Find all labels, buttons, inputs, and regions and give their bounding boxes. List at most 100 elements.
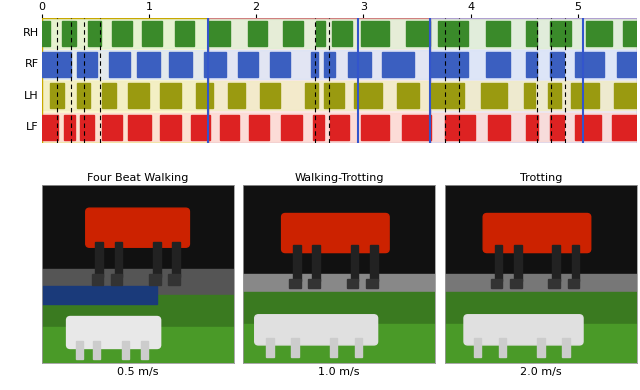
Bar bbox=[172, 242, 180, 277]
Bar bbox=[438, 21, 468, 46]
Bar bbox=[550, 52, 564, 77]
Bar bbox=[445, 274, 637, 301]
Bar bbox=[50, 83, 64, 108]
Bar bbox=[143, 21, 162, 46]
Bar bbox=[102, 83, 116, 108]
Bar bbox=[243, 324, 435, 363]
Bar bbox=[42, 82, 637, 110]
Bar bbox=[524, 83, 535, 108]
Bar bbox=[42, 327, 234, 363]
Bar bbox=[42, 113, 637, 142]
Title: Walking-Trotting: Walking-Trotting bbox=[294, 173, 384, 183]
Bar bbox=[42, 269, 234, 295]
Bar bbox=[260, 83, 280, 108]
Bar bbox=[313, 115, 324, 140]
Bar bbox=[330, 338, 337, 357]
Bar bbox=[568, 279, 579, 288]
Bar bbox=[431, 83, 464, 108]
X-axis label: 0.5 m/s: 0.5 m/s bbox=[117, 367, 158, 377]
Bar bbox=[499, 338, 506, 357]
Bar bbox=[243, 274, 435, 301]
Bar bbox=[491, 279, 502, 288]
Title: Four Beat Walking: Four Beat Walking bbox=[87, 173, 188, 183]
Bar bbox=[330, 115, 349, 140]
Bar bbox=[406, 21, 430, 46]
Bar bbox=[575, 115, 602, 140]
Bar bbox=[308, 279, 320, 288]
Bar bbox=[238, 52, 258, 77]
X-axis label: 2.0 m/s: 2.0 m/s bbox=[520, 367, 562, 377]
Bar bbox=[141, 341, 148, 359]
Bar bbox=[445, 292, 637, 363]
Bar bbox=[248, 21, 267, 46]
Bar bbox=[510, 279, 522, 288]
Bar bbox=[361, 21, 389, 46]
Bar bbox=[548, 279, 560, 288]
Bar bbox=[62, 21, 76, 46]
Bar bbox=[80, 115, 94, 140]
Bar bbox=[312, 245, 320, 281]
Bar bbox=[92, 274, 103, 285]
Bar bbox=[474, 338, 481, 357]
Bar bbox=[129, 83, 149, 108]
Bar bbox=[137, 52, 159, 77]
Bar bbox=[266, 338, 274, 357]
Bar bbox=[42, 19, 637, 48]
Bar bbox=[550, 115, 564, 140]
Bar bbox=[243, 185, 435, 283]
Bar bbox=[430, 18, 637, 143]
Bar bbox=[115, 242, 122, 277]
Bar bbox=[129, 115, 151, 140]
Bar bbox=[623, 21, 637, 46]
Bar bbox=[64, 115, 75, 140]
Bar bbox=[42, 52, 70, 77]
Bar bbox=[311, 52, 318, 77]
Bar bbox=[270, 52, 291, 77]
FancyBboxPatch shape bbox=[255, 315, 378, 345]
Bar bbox=[562, 338, 570, 357]
FancyBboxPatch shape bbox=[464, 315, 583, 345]
Bar bbox=[204, 52, 226, 77]
Bar bbox=[159, 83, 181, 108]
Bar bbox=[93, 341, 100, 359]
Bar bbox=[281, 115, 302, 140]
Bar bbox=[153, 242, 161, 277]
Bar bbox=[348, 52, 371, 77]
Bar bbox=[149, 274, 161, 285]
Bar bbox=[354, 83, 381, 108]
Bar bbox=[430, 52, 468, 77]
FancyBboxPatch shape bbox=[67, 317, 161, 349]
Bar bbox=[324, 83, 344, 108]
Bar bbox=[575, 52, 604, 77]
Bar bbox=[586, 21, 612, 46]
FancyBboxPatch shape bbox=[282, 213, 389, 253]
Bar bbox=[552, 245, 560, 281]
Title: Trotting: Trotting bbox=[520, 173, 562, 183]
Bar bbox=[109, 52, 129, 77]
Title: Time (s): Time (s) bbox=[314, 0, 365, 2]
Bar bbox=[572, 245, 579, 281]
Bar bbox=[548, 83, 561, 108]
Bar bbox=[243, 292, 435, 363]
Bar bbox=[355, 338, 362, 357]
Bar bbox=[445, 115, 475, 140]
Bar bbox=[168, 274, 180, 285]
Bar bbox=[397, 83, 419, 108]
Bar bbox=[196, 83, 213, 108]
Bar bbox=[381, 52, 413, 77]
Bar bbox=[42, 50, 637, 79]
Bar bbox=[42, 286, 157, 304]
Bar bbox=[486, 52, 510, 77]
Bar bbox=[495, 245, 502, 281]
Bar bbox=[347, 279, 358, 288]
Bar bbox=[208, 18, 430, 143]
Bar bbox=[191, 115, 210, 140]
Bar bbox=[526, 21, 537, 46]
Bar bbox=[361, 115, 389, 140]
Bar bbox=[111, 274, 122, 285]
Bar bbox=[305, 83, 318, 108]
Bar bbox=[572, 83, 599, 108]
Bar bbox=[122, 341, 129, 359]
FancyBboxPatch shape bbox=[86, 208, 189, 247]
Bar bbox=[316, 21, 324, 46]
